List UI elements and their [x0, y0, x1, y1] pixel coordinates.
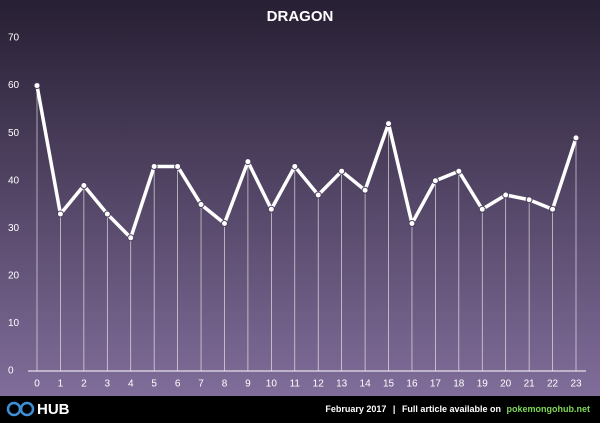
y-tick-label: 10 — [8, 318, 20, 329]
footer-text: February 2017 | Full article available o… — [325, 404, 590, 414]
x-tick-label: 6 — [175, 379, 181, 390]
x-tick-label: 15 — [383, 379, 395, 390]
x-tick-label: 12 — [313, 379, 325, 390]
x-tick-label: 20 — [500, 379, 512, 390]
x-tick-label: 22 — [547, 379, 559, 390]
point — [56, 210, 64, 218]
point — [267, 205, 275, 213]
x-tick-label: 2 — [81, 379, 87, 390]
point — [408, 220, 416, 228]
point — [150, 162, 158, 170]
chart-title: DRAGON — [267, 8, 334, 25]
line — [35, 85, 578, 240]
x-tick-label: 10 — [266, 379, 278, 390]
x-tick-label: 8 — [222, 379, 228, 390]
point — [33, 82, 41, 90]
point — [103, 210, 111, 218]
y-tick-label: 40 — [8, 175, 20, 186]
x-tick-label: 3 — [105, 379, 111, 390]
point — [220, 220, 228, 228]
point — [291, 162, 299, 170]
y-tick-label: 0 — [8, 366, 14, 377]
point — [127, 234, 135, 242]
x-tick-label: 21 — [524, 379, 536, 390]
x-tick-label: 19 — [477, 379, 489, 390]
y-tick-label: 20 — [8, 270, 20, 281]
background — [0, 0, 600, 396]
point — [455, 167, 463, 175]
footer-link: pokemongohub.net — [507, 404, 591, 414]
point — [502, 191, 510, 199]
x-tick-label: 16 — [406, 379, 418, 390]
x-tick-label: 9 — [245, 379, 251, 390]
footer-bar — [0, 396, 600, 423]
y-tick-label: 70 — [8, 33, 20, 44]
y-tick-label: 50 — [8, 128, 20, 139]
point — [244, 158, 252, 166]
x-tick-label: 4 — [128, 379, 134, 390]
point — [338, 167, 346, 175]
x-tick-label: 5 — [151, 379, 157, 390]
point — [197, 201, 205, 208]
logo: HUB — [6, 401, 70, 418]
x-tick-label: 17 — [430, 379, 442, 390]
footer-date: February 2017 — [325, 404, 386, 414]
point — [525, 196, 533, 204]
y-tick-label: 30 — [8, 223, 20, 234]
point — [80, 181, 88, 189]
x-tick-label: 1 — [58, 379, 64, 390]
x-tick-label: 0 — [34, 379, 40, 390]
point — [549, 205, 557, 213]
point — [572, 134, 580, 142]
x-tick-label: 11 — [290, 379, 301, 390]
logo-ring — [19, 401, 35, 417]
x-tick-label: 7 — [198, 379, 204, 390]
point — [478, 205, 486, 213]
point — [174, 162, 182, 170]
point — [385, 120, 393, 128]
point — [361, 186, 369, 194]
point — [431, 177, 439, 185]
y-tick-label: 60 — [8, 80, 20, 91]
x-tick-label: 13 — [336, 379, 348, 390]
x-tick-label: 23 — [570, 379, 582, 390]
x-tick-label: 14 — [360, 379, 372, 390]
logo-text: HUB — [37, 401, 70, 418]
point — [314, 191, 322, 199]
footer-separator: | — [393, 404, 396, 414]
footer-note: Full article available on — [402, 404, 501, 414]
x-tick-label: 18 — [453, 379, 465, 390]
